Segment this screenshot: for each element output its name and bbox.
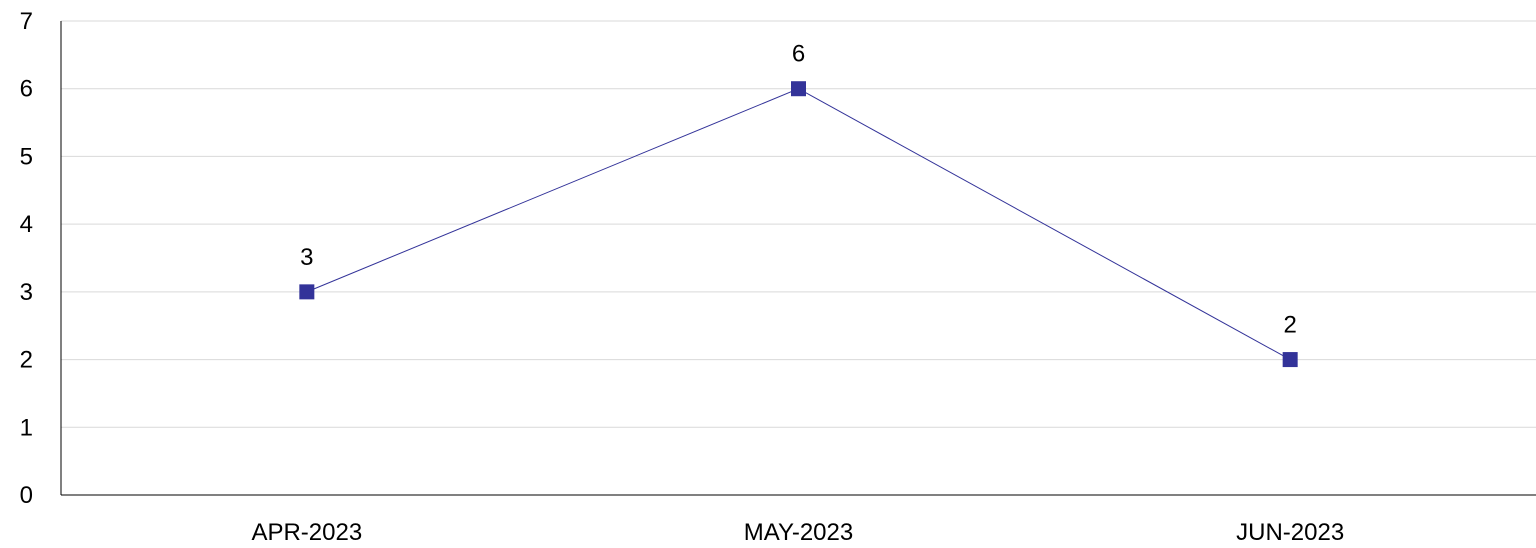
y-tick-label-3: 3 [20,279,33,306]
y-axis-tick-labels: 0 1 2 3 4 5 6 7 [20,8,33,509]
y-tick-label-0: 0 [20,482,33,509]
data-point-jun-2023 [1282,352,1298,368]
y-tick-label-5: 5 [20,143,33,170]
y-tick-label-1: 1 [20,414,33,441]
x-tick-label-apr-2023: APR-2023 [251,519,362,546]
axes [60,21,1536,496]
y-tick-label-4: 4 [20,211,33,238]
series-group [299,81,1298,368]
y-tick-label-2: 2 [20,347,33,374]
y-tick-label-7: 7 [20,8,33,35]
data-point-apr-2023 [299,284,315,300]
data-point-may-2023 [791,81,806,97]
x-tick-label-jun-2023: JUN-2023 [1236,519,1344,546]
y-tick-label-6: 6 [20,76,33,103]
data-label-jun-2023: 2 [1283,312,1296,339]
x-axis-tick-labels: APR-2023 MAY-2023 JUN-2023 [251,519,1344,546]
x-tick-label-may-2023: MAY-2023 [744,519,853,546]
data-label-apr-2023: 3 [300,244,313,271]
data-labels: 3 6 2 [300,41,1297,339]
data-label-may-2023: 6 [792,41,805,68]
